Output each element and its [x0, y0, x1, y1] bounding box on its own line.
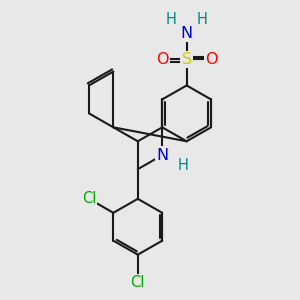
Text: O: O: [156, 52, 169, 67]
Text: S: S: [182, 52, 192, 67]
Text: N: N: [156, 148, 168, 163]
Text: H: H: [166, 12, 176, 27]
Text: H: H: [178, 158, 189, 173]
Text: N: N: [181, 26, 193, 40]
Text: Cl: Cl: [82, 191, 96, 206]
Text: O: O: [205, 52, 217, 67]
Text: Cl: Cl: [130, 275, 145, 290]
Text: H: H: [197, 12, 208, 27]
